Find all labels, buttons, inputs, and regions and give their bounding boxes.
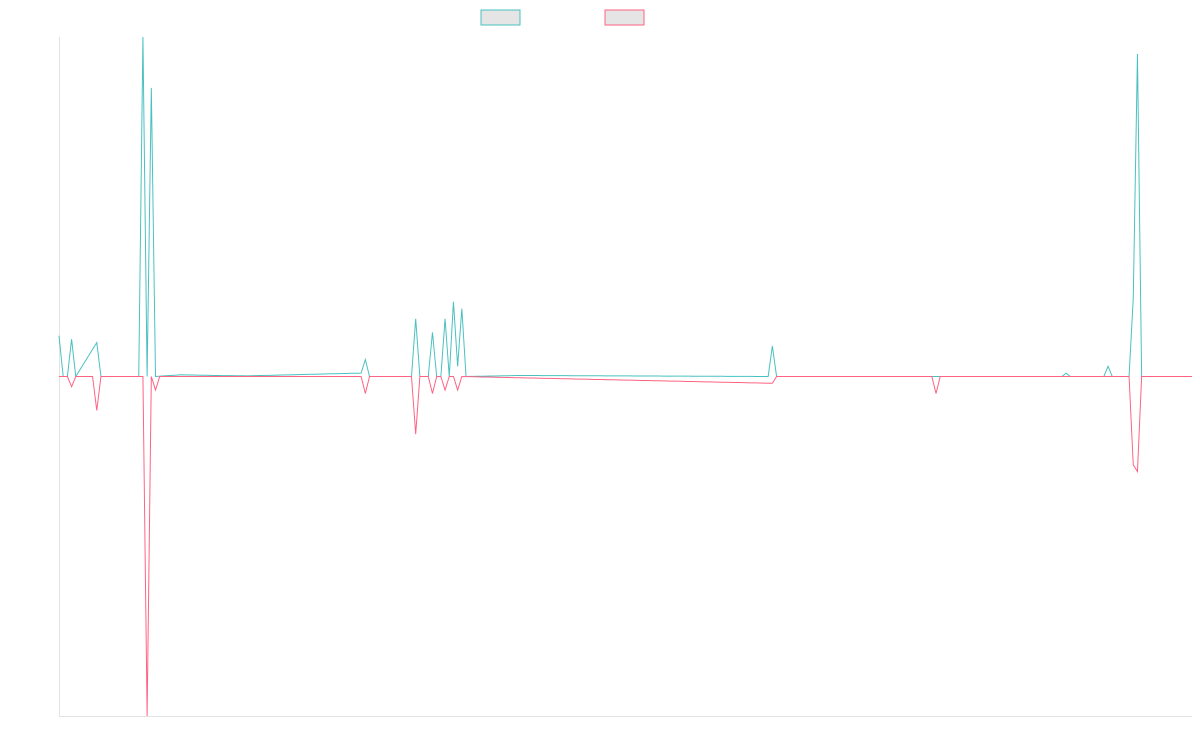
series-2-line[interactable] <box>59 375 1192 717</box>
series-1-line[interactable] <box>58 36 1192 378</box>
series-layer <box>58 36 1192 717</box>
legend <box>480 9 645 26</box>
legend-swatch-series-2[interactable] <box>604 9 645 26</box>
legend-swatch-series-1[interactable] <box>480 9 521 26</box>
